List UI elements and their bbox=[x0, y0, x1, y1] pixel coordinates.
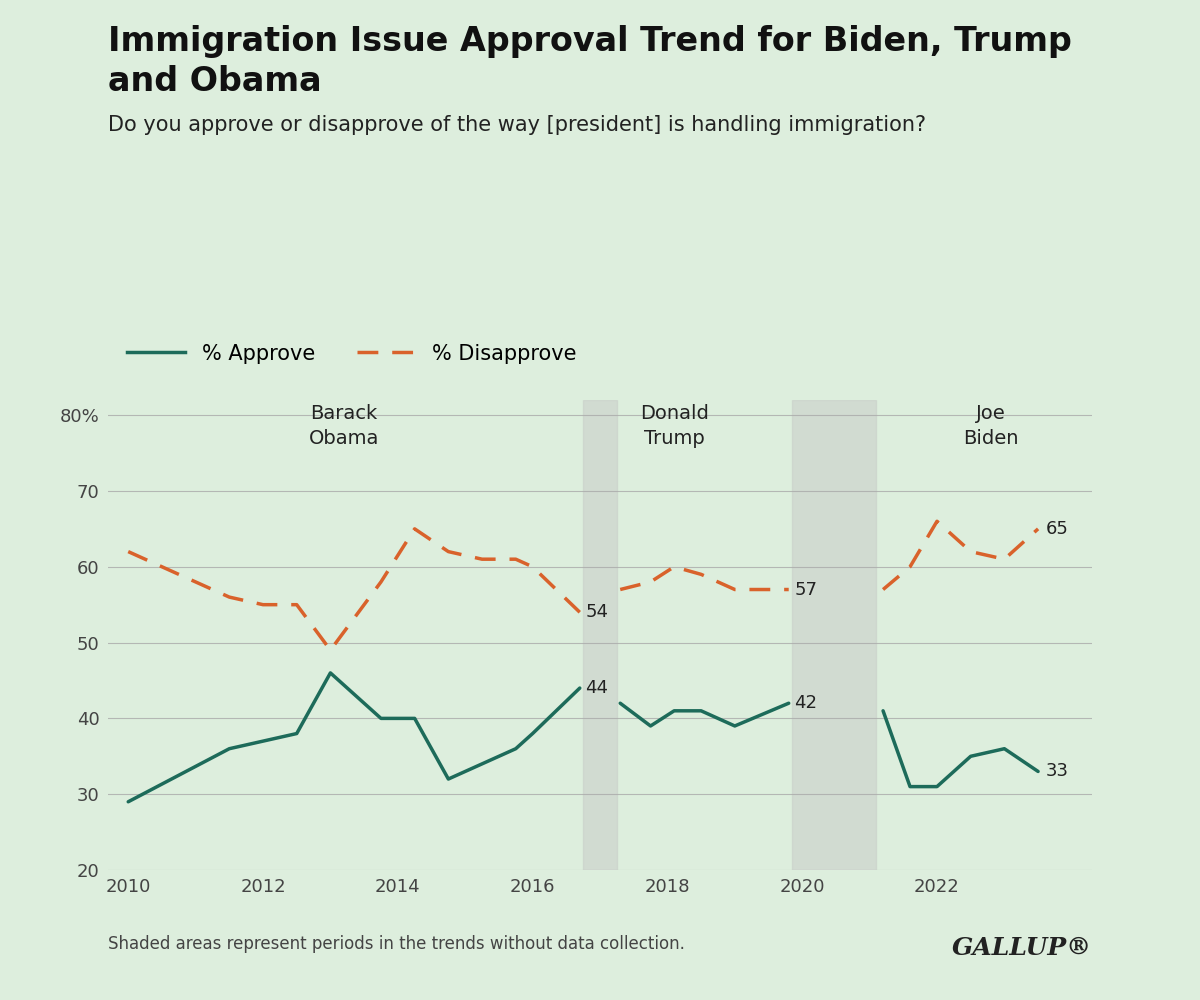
Text: Shaded areas represent periods in the trends without data collection.: Shaded areas represent periods in the tr… bbox=[108, 935, 685, 953]
Text: Do you approve or disapprove of the way [president] is handling immigration?: Do you approve or disapprove of the way … bbox=[108, 115, 926, 135]
Text: 65: 65 bbox=[1046, 520, 1069, 538]
Text: 42: 42 bbox=[794, 694, 817, 712]
Text: Immigration Issue Approval Trend for Biden, Trump: Immigration Issue Approval Trend for Bid… bbox=[108, 25, 1072, 58]
Text: 33: 33 bbox=[1046, 762, 1069, 780]
Text: 44: 44 bbox=[586, 679, 608, 697]
Legend: % Approve, % Disapprove: % Approve, % Disapprove bbox=[119, 335, 584, 372]
Text: Joe
Biden: Joe Biden bbox=[964, 404, 1019, 448]
Text: 54: 54 bbox=[586, 603, 608, 621]
Bar bbox=[583, 400, 617, 870]
Bar bbox=[792, 400, 876, 870]
Text: Barack
Obama: Barack Obama bbox=[308, 404, 379, 448]
Text: Donald
Trump: Donald Trump bbox=[640, 404, 708, 448]
Text: 57: 57 bbox=[794, 581, 817, 599]
Text: GALLUP®: GALLUP® bbox=[952, 936, 1092, 960]
Text: and Obama: and Obama bbox=[108, 65, 322, 98]
